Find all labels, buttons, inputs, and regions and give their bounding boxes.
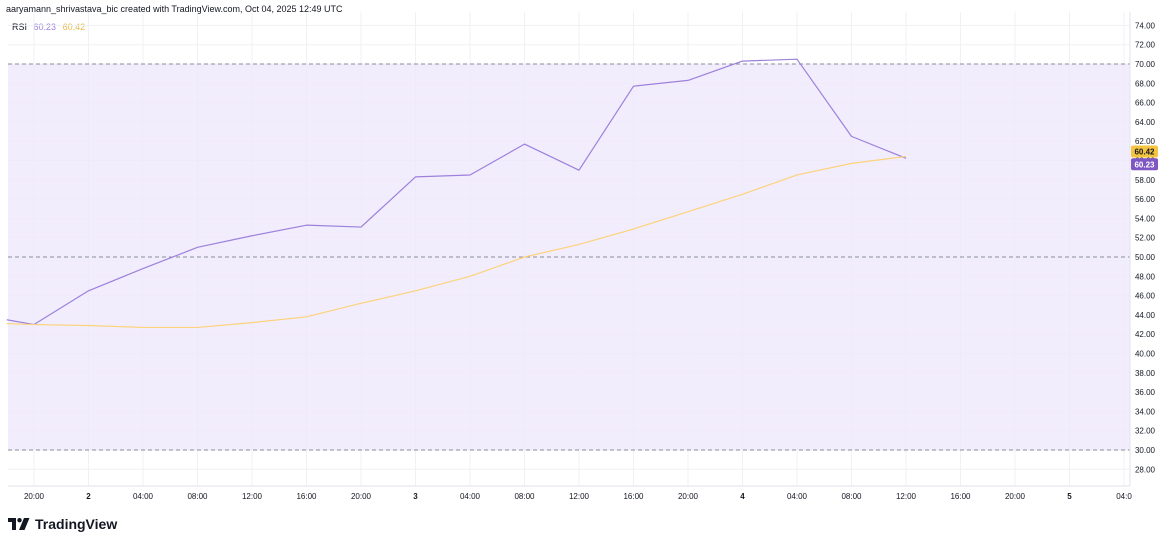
rsi-value-tag-bg <box>1131 158 1158 171</box>
rsi-line <box>6 58 907 326</box>
x-tick-label: 12:00 <box>569 492 590 501</box>
y-tick-label: 56.00 <box>1135 195 1156 204</box>
indicator-name: RSI <box>12 22 28 32</box>
y-tick-label: 52.00 <box>1135 234 1156 243</box>
y-tick-label: 50.00 <box>1135 253 1156 262</box>
x-tick-label: 20:00 <box>678 492 699 501</box>
x-tick-label: 08:00 <box>187 492 208 501</box>
ma-value-tag: 60.42 <box>1134 147 1155 156</box>
x-tick-label: 20:00 <box>1005 492 1026 501</box>
x-tick-label: 16:00 <box>296 492 317 501</box>
x-tick-label: 04:00 <box>460 492 481 501</box>
tradingview-logo-icon <box>8 518 30 530</box>
x-tick-label: 16:00 <box>623 492 644 501</box>
brand-name: TradingView <box>35 516 118 532</box>
x-tick-label: 2 <box>86 492 91 501</box>
y-tick-label: 40.00 <box>1135 350 1156 359</box>
y-tick-label: 64.00 <box>1135 118 1156 127</box>
x-tick-label: 4 <box>740 492 745 501</box>
x-tick-label: 04:00 <box>133 492 154 501</box>
y-tick-label: 48.00 <box>1135 272 1156 281</box>
level-lines <box>8 63 1130 451</box>
x-tick-label: 3 <box>413 492 418 501</box>
y-tick-label: 54.00 <box>1135 214 1156 223</box>
rsi-value: 60.23 <box>33 22 57 32</box>
ma-value-tag-bg <box>1131 145 1158 158</box>
indicator-legend[interactable]: RSI 60.23 60.42 <box>12 22 89 32</box>
y-tick-label: 68.00 <box>1135 79 1156 88</box>
x-tick-label: 08:00 <box>841 492 862 501</box>
series <box>6 58 907 329</box>
rsi-value-tag: 60.23 <box>1134 160 1155 169</box>
y-tick-label: 58.00 <box>1135 176 1156 185</box>
x-tick-label: 04:0 <box>1116 492 1132 501</box>
time-axis[interactable]: 20:00 2 04:00 08:00 12:00 16:00 20:00 3 04:00 08:… <box>24 492 1132 501</box>
y-tick-label: 34.00 <box>1135 407 1156 416</box>
x-tick-label: 20:00 <box>351 492 372 501</box>
rsi-ma-line <box>6 155 907 329</box>
y-tick-label: 66.00 <box>1135 99 1156 108</box>
y-tick-label: 62.00 <box>1135 137 1156 146</box>
y-tick-label: 36.00 <box>1135 388 1156 397</box>
y-tick-label: 44.00 <box>1135 311 1156 320</box>
y-tick-label: 30.00 <box>1135 446 1156 455</box>
price-axis[interactable]: 74.0072.0070.0068.0066.0064.0062.0060.00… <box>1135 21 1156 474</box>
y-tick-label: 32.00 <box>1135 427 1156 436</box>
x-tick-label: 04:00 <box>787 492 808 501</box>
value-tags: 60.42 60.23 <box>1131 145 1158 171</box>
y-tick-label: 28.00 <box>1135 465 1156 474</box>
y-tick-label: 38.00 <box>1135 369 1156 378</box>
y-tick-label: 72.00 <box>1135 41 1156 50</box>
tradingview-logo: TradingView <box>8 516 117 532</box>
y-tick-label: 42.00 <box>1135 330 1156 339</box>
y-tick-label: 74.00 <box>1135 21 1156 30</box>
x-tick-label: 12:00 <box>242 492 263 501</box>
x-tick-label: 08:00 <box>514 492 535 501</box>
y-tick-label: 70.00 <box>1135 60 1156 69</box>
attribution-text: aaryamann_shrivastava_bic created with T… <box>6 4 343 14</box>
y-tick-label: 46.00 <box>1135 292 1156 301</box>
x-tick-label: 20:00 <box>24 492 45 501</box>
x-tick-label: 5 <box>1067 492 1072 501</box>
ma-value: 60.42 <box>62 22 86 32</box>
x-tick-label: 16:00 <box>950 492 971 501</box>
rsi-chart[interactable]: 74.0072.0070.0068.0066.0064.0062.0060.00… <box>0 0 1170 510</box>
x-tick-label: 12:00 <box>896 492 917 501</box>
